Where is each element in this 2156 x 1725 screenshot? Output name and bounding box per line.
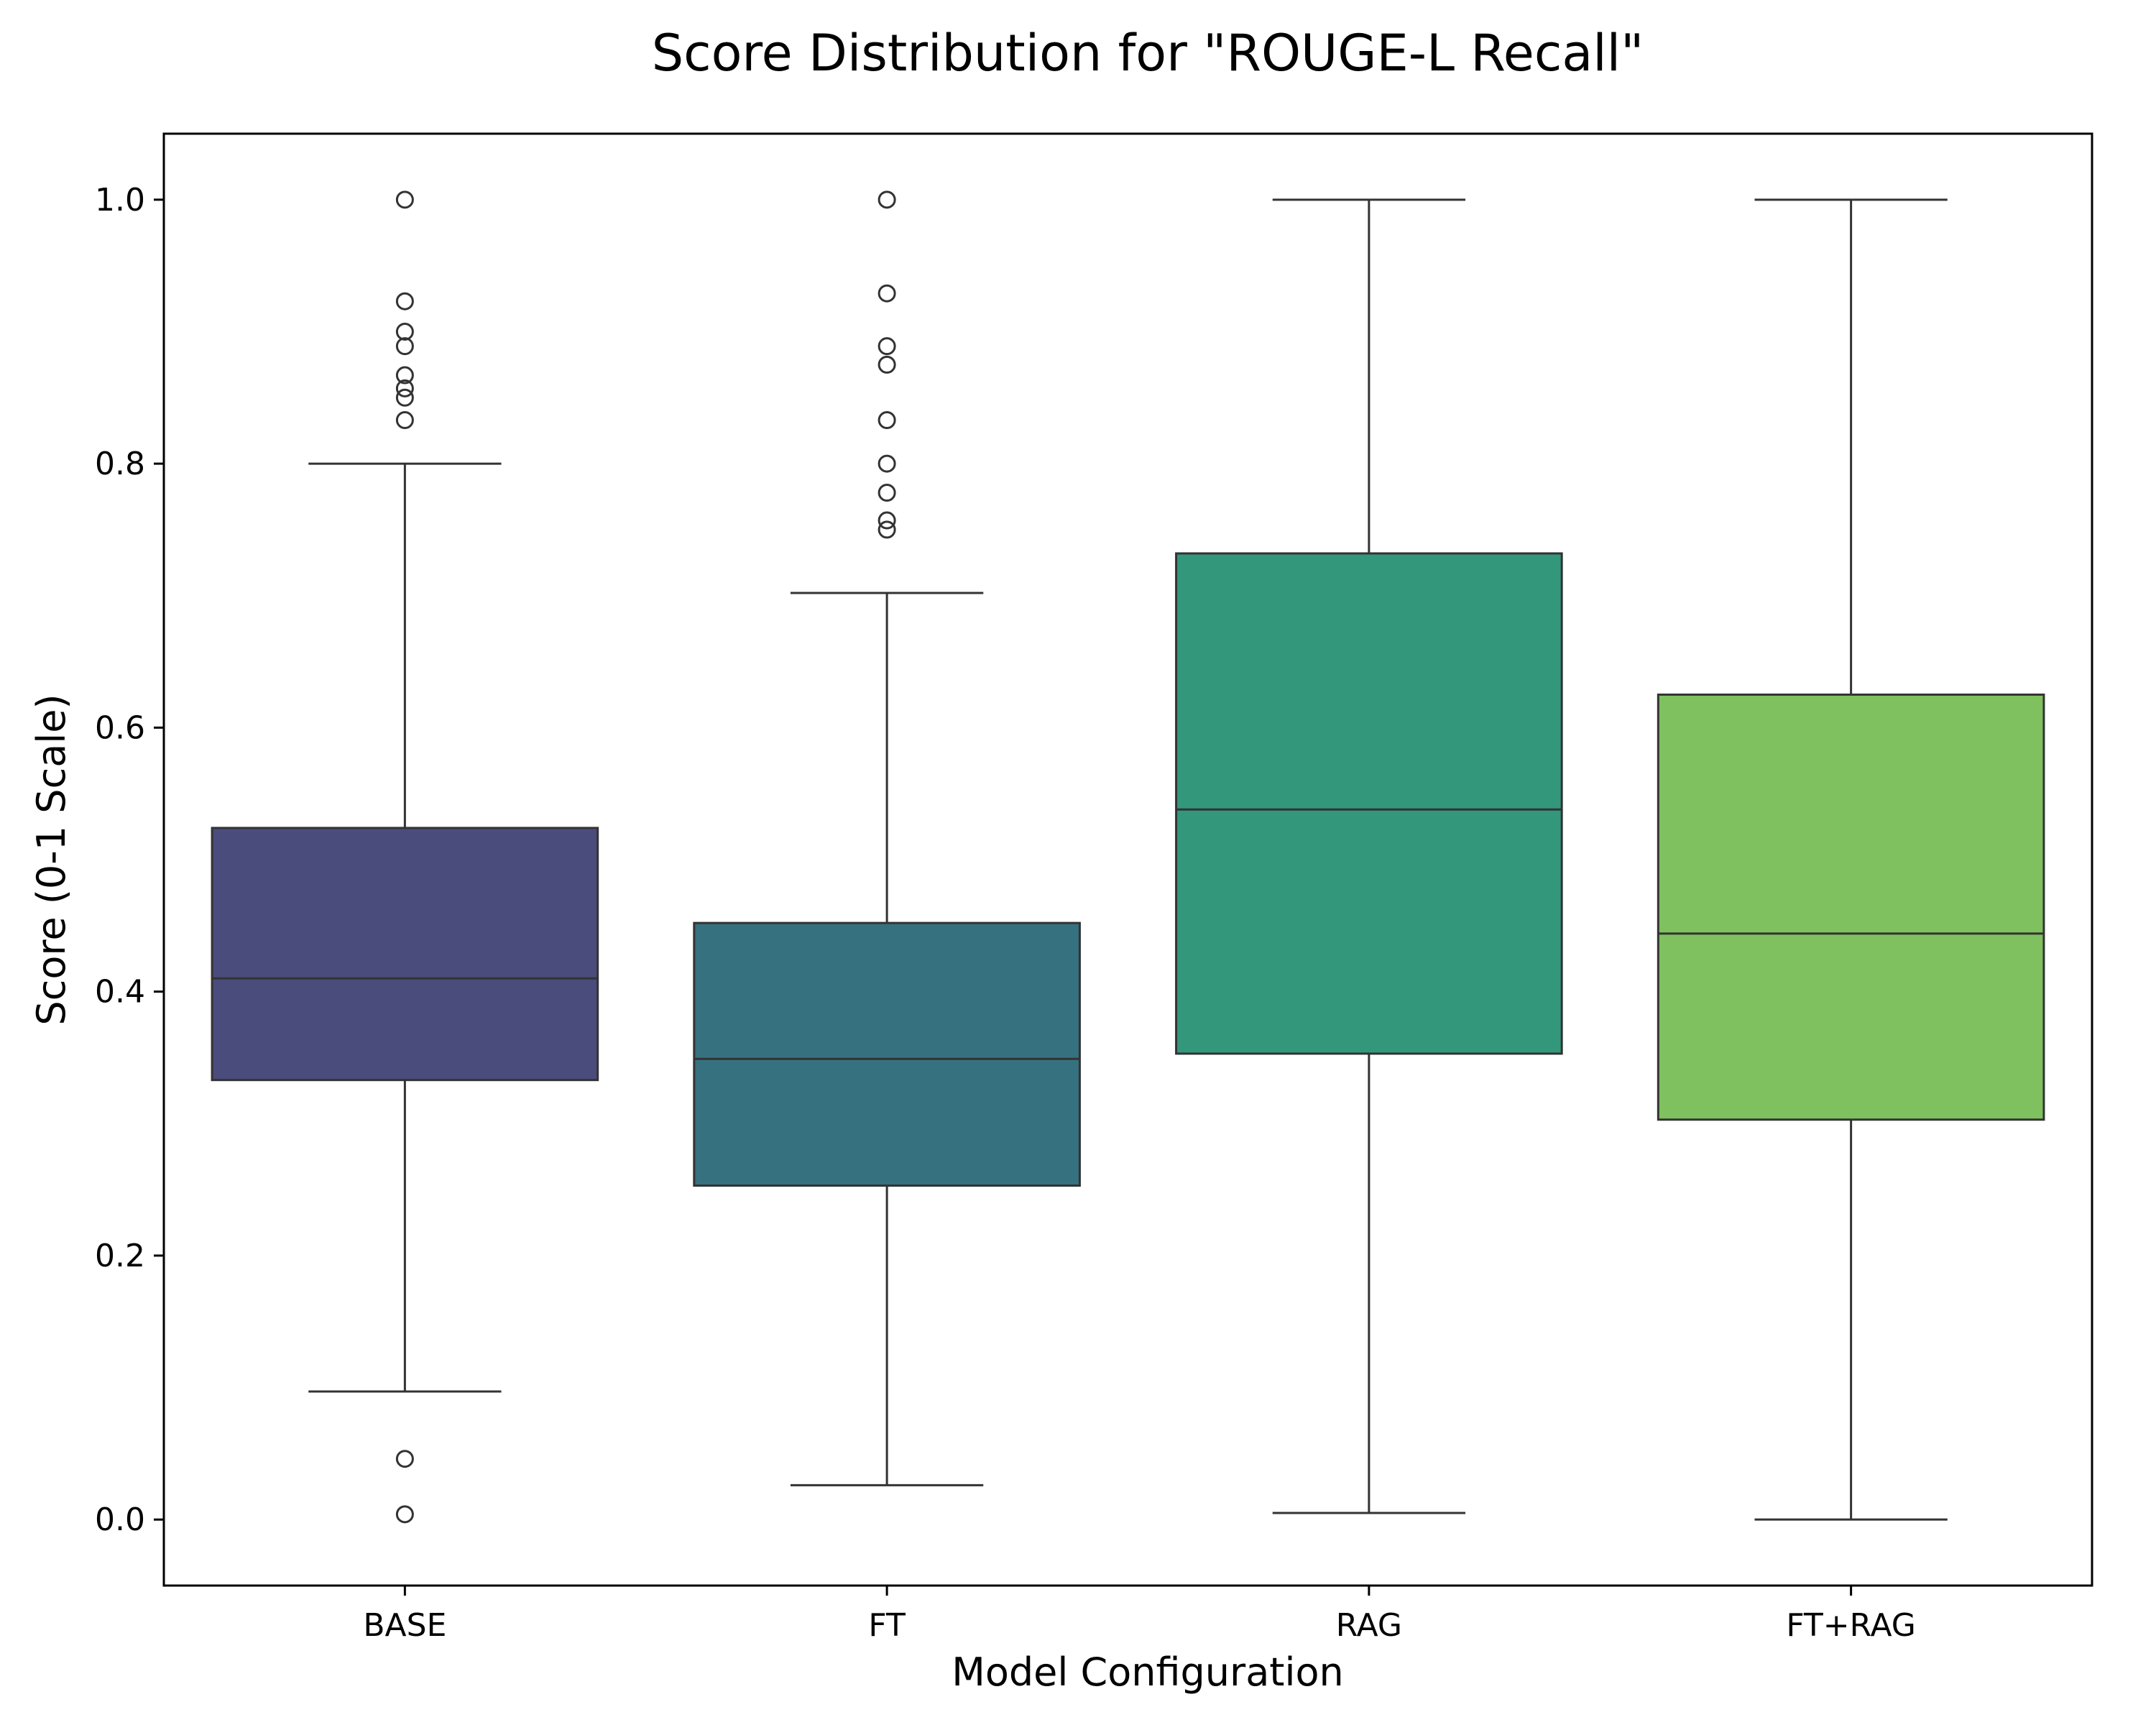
outlier-point: [395, 190, 414, 209]
y-tick-label: 0.2: [95, 1238, 145, 1274]
box-group-ft: [693, 190, 1081, 1486]
x-tick-label: FT: [868, 1607, 906, 1644]
y-axis-title: Score (0-1 Scale): [29, 694, 74, 1025]
outlier-point: [395, 388, 414, 407]
outlier-point: [877, 520, 896, 539]
iqr-box: [1175, 552, 1563, 1055]
box-group-base: [211, 190, 599, 1524]
y-tick-label: 0.8: [95, 446, 145, 482]
y-tick-label: 0.6: [95, 709, 145, 746]
outlier-point: [395, 410, 414, 429]
iqr-box: [211, 827, 599, 1082]
outlier-point: [877, 410, 896, 429]
outlier-point: [395, 379, 414, 397]
outlier-point: [877, 284, 896, 303]
outlier-point: [395, 322, 414, 341]
y-axis: 0.0 0.2 0.4 0.6 0.8 1.0: [95, 182, 164, 1538]
plot-area-frame: [162, 132, 2093, 1587]
outlier-point: [877, 337, 896, 356]
x-axis: BASE FT RAG FT+RAG: [363, 1586, 1916, 1644]
box-group-rag: [1175, 198, 1563, 1514]
y-tick-label: 1.0: [95, 182, 145, 218]
x-axis-title: Model Configuration: [952, 1650, 1344, 1695]
box-group-ft-rag: [1657, 198, 2045, 1521]
outlier-point: [395, 1505, 414, 1524]
outlier-point: [877, 454, 896, 473]
outlier-point: [877, 511, 896, 530]
y-tick-label: 0.0: [95, 1501, 145, 1538]
y-tick-label: 0.4: [95, 974, 145, 1011]
x-tick-label: RAG: [1336, 1607, 1402, 1644]
outlier-point: [395, 337, 414, 356]
outlier-point: [395, 292, 414, 310]
boxes-layer: [211, 190, 2045, 1524]
iqr-box: [693, 921, 1081, 1187]
outlier-point: [877, 483, 896, 502]
outlier-point: [395, 1450, 414, 1468]
x-tick-label: FT+RAG: [1786, 1607, 1916, 1644]
chart-title: Score Distribution for "ROUGE-L Recall": [652, 24, 1644, 83]
x-tick-label: BASE: [363, 1607, 446, 1644]
outlier-point: [877, 355, 896, 374]
iqr-box: [1657, 693, 2045, 1121]
outlier-point: [395, 366, 414, 385]
outlier-point: [877, 190, 896, 209]
